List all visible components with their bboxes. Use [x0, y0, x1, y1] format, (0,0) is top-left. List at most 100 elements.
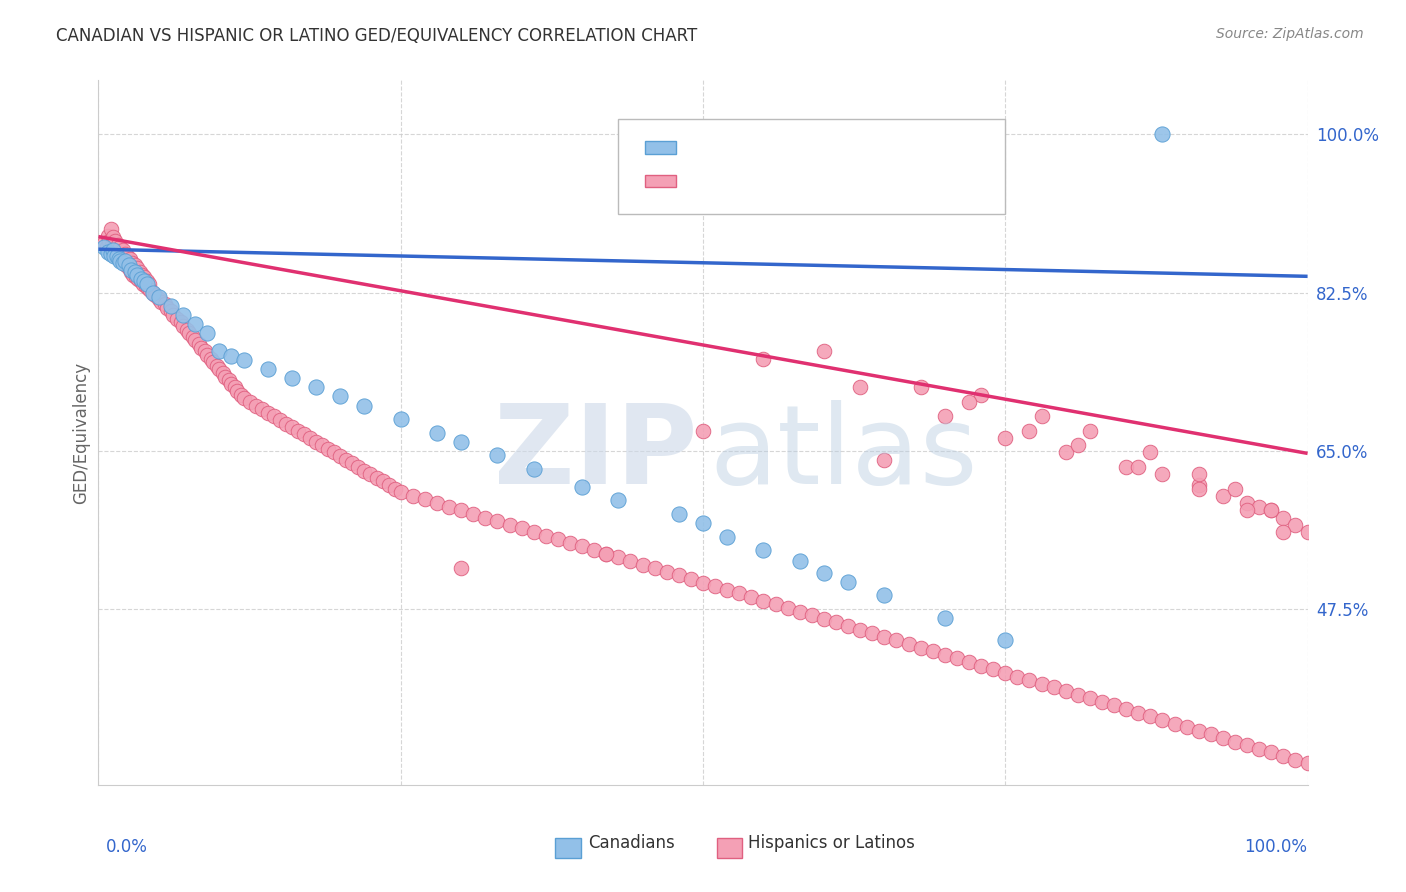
- Point: [631, 558, 654, 572]
- Point: [108, 252, 131, 267]
- Point: [873, 588, 896, 602]
- Point: [1152, 128, 1174, 142]
- Point: [115, 259, 138, 273]
- Point: [1249, 741, 1271, 756]
- Point: [162, 308, 184, 322]
- Point: [437, 500, 460, 514]
- Point: [100, 222, 122, 236]
- Point: [292, 427, 315, 442]
- Point: [1223, 482, 1246, 496]
- Point: [873, 452, 896, 467]
- Point: [105, 244, 128, 259]
- Point: [125, 270, 148, 285]
- Point: [118, 261, 141, 276]
- Point: [187, 337, 209, 351]
- Point: [595, 547, 617, 561]
- Point: [1152, 467, 1174, 482]
- Point: [353, 464, 375, 478]
- Point: [100, 246, 122, 260]
- Point: [426, 425, 449, 440]
- Point: [120, 265, 142, 279]
- Point: [523, 524, 546, 539]
- Point: [111, 243, 134, 257]
- Point: [558, 536, 581, 550]
- Point: [224, 380, 246, 394]
- Point: [1139, 445, 1161, 459]
- Point: [311, 438, 333, 452]
- Point: [886, 633, 908, 648]
- Text: Source: ZipAtlas.com: Source: ZipAtlas.com: [1216, 27, 1364, 41]
- Point: [1054, 684, 1077, 698]
- Point: [316, 442, 339, 456]
- Point: [970, 387, 993, 401]
- Point: [752, 593, 775, 607]
- Point: [994, 665, 1017, 680]
- Point: [1260, 746, 1282, 760]
- Point: [910, 380, 932, 394]
- Point: [946, 651, 969, 665]
- Point: [740, 590, 762, 604]
- Point: [108, 246, 131, 260]
- Point: [413, 492, 436, 507]
- Point: [98, 234, 121, 248]
- Point: [329, 449, 352, 463]
- Point: [1284, 517, 1306, 532]
- Point: [221, 376, 243, 391]
- Point: [287, 424, 309, 438]
- Point: [202, 355, 225, 369]
- Point: [668, 568, 690, 582]
- Point: [981, 662, 1004, 676]
- Point: [813, 566, 835, 580]
- Point: [263, 409, 285, 424]
- Point: [619, 554, 641, 568]
- Point: [1188, 723, 1211, 738]
- Point: [212, 366, 235, 380]
- Point: [921, 644, 943, 658]
- Point: [1188, 478, 1211, 492]
- Point: [101, 243, 124, 257]
- Point: [281, 420, 304, 434]
- Point: [716, 582, 738, 597]
- Point: [692, 575, 714, 590]
- Point: [789, 554, 811, 568]
- Point: [329, 389, 352, 403]
- Point: [1067, 438, 1090, 452]
- Point: [208, 362, 231, 376]
- Point: [934, 409, 956, 424]
- Point: [112, 254, 135, 268]
- Point: [190, 341, 212, 355]
- Point: [1128, 706, 1150, 720]
- Point: [692, 516, 714, 530]
- Point: [118, 259, 141, 273]
- Point: [150, 294, 173, 309]
- Text: R = -0.028: R = -0.028: [689, 137, 794, 155]
- Point: [571, 480, 593, 494]
- Point: [101, 230, 124, 244]
- Point: [837, 574, 859, 589]
- Point: [1007, 669, 1029, 683]
- Point: [120, 263, 142, 277]
- Point: [849, 623, 872, 637]
- Point: [97, 244, 120, 259]
- Point: [124, 259, 146, 273]
- Point: [873, 630, 896, 644]
- Point: [1223, 734, 1246, 748]
- Point: [105, 250, 128, 264]
- Point: [239, 395, 262, 409]
- Point: [813, 612, 835, 626]
- Point: [103, 248, 125, 262]
- Point: [510, 521, 533, 535]
- Point: [1152, 713, 1174, 727]
- Point: [169, 315, 191, 329]
- Point: [789, 605, 811, 619]
- Point: [450, 434, 472, 449]
- Point: [281, 371, 304, 385]
- Point: [229, 387, 252, 401]
- Point: [1212, 489, 1234, 503]
- FancyBboxPatch shape: [645, 141, 676, 153]
- Point: [1067, 688, 1090, 702]
- Point: [426, 496, 449, 510]
- Point: [107, 237, 129, 252]
- Point: [269, 413, 291, 427]
- Point: [1260, 503, 1282, 517]
